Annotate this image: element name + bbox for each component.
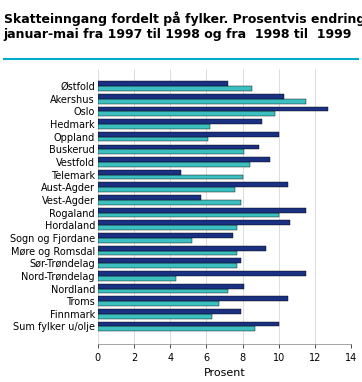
- Bar: [98, 263, 237, 268]
- Bar: [98, 276, 176, 281]
- Bar: [98, 149, 244, 154]
- Bar: [98, 233, 233, 238]
- Bar: [98, 195, 201, 200]
- Bar: [98, 296, 288, 301]
- Bar: [98, 86, 252, 91]
- Bar: [98, 225, 237, 230]
- Bar: [98, 322, 279, 327]
- Bar: [98, 251, 237, 256]
- X-axis label: Prosent: Prosent: [203, 368, 245, 379]
- Bar: [98, 137, 208, 141]
- Bar: [98, 208, 306, 213]
- Bar: [98, 258, 241, 263]
- Bar: [98, 119, 262, 124]
- Bar: [98, 327, 255, 331]
- Bar: [98, 309, 241, 314]
- Bar: [98, 112, 275, 116]
- Bar: [98, 238, 192, 243]
- Bar: [98, 271, 306, 276]
- Bar: [98, 220, 290, 225]
- Bar: [98, 94, 284, 99]
- Bar: [98, 124, 210, 129]
- Bar: [98, 288, 228, 293]
- Bar: [98, 246, 266, 251]
- Bar: [98, 81, 228, 86]
- Bar: [98, 301, 219, 306]
- Bar: [98, 99, 306, 104]
- Bar: [98, 284, 244, 288]
- Bar: [98, 157, 270, 162]
- Bar: [98, 144, 259, 149]
- Bar: [98, 170, 181, 175]
- Bar: [98, 183, 288, 187]
- Bar: [98, 162, 250, 167]
- Bar: [98, 314, 212, 319]
- Bar: [98, 175, 243, 180]
- Bar: [98, 200, 241, 205]
- Text: Skatteinngang fordelt på fylker. Prosentvis endring
januar-mai fra 1997 til 1998: Skatteinngang fordelt på fylker. Prosent…: [4, 11, 362, 41]
- Bar: [98, 213, 279, 217]
- Bar: [98, 107, 328, 112]
- Bar: [98, 187, 235, 192]
- Bar: [98, 132, 279, 137]
